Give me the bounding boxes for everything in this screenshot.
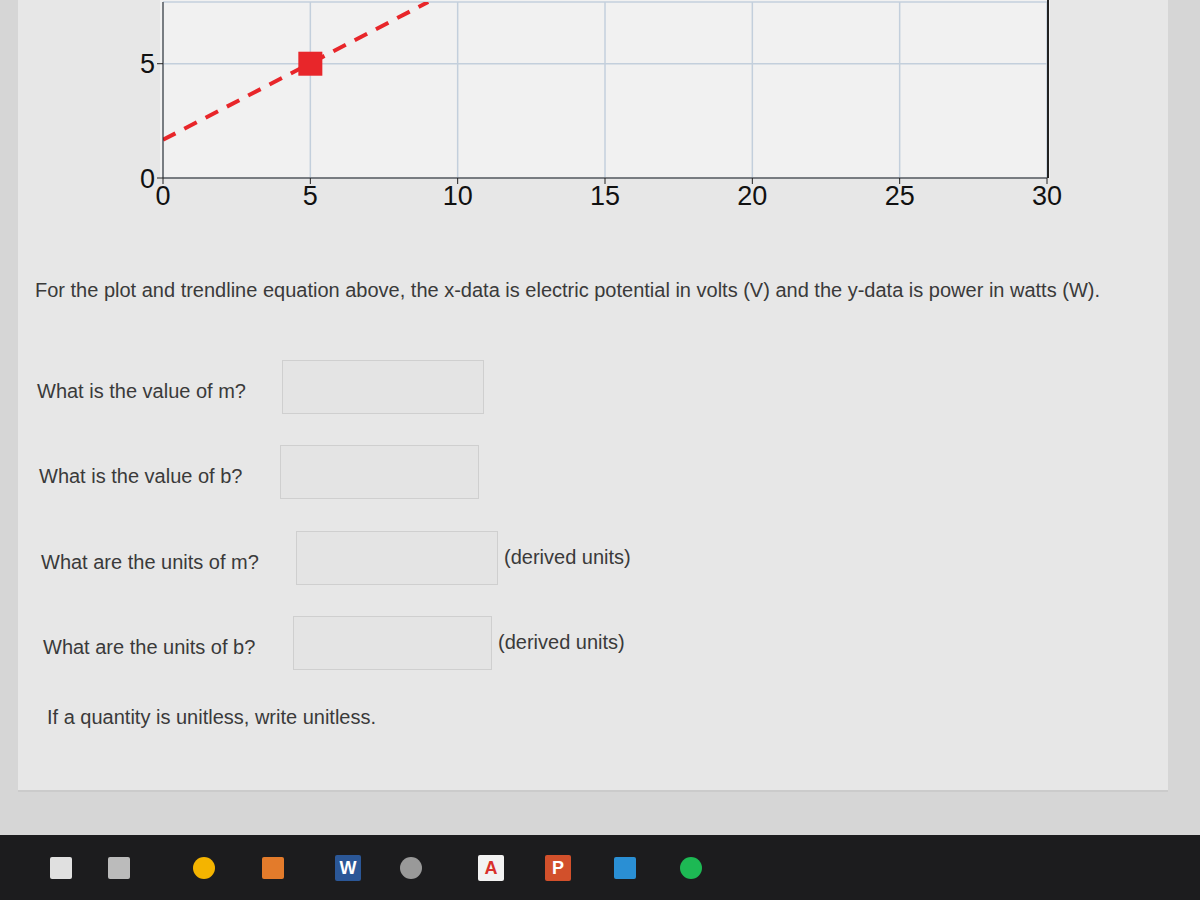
html-text:P: P — [552, 858, 564, 878]
html-text:What is the value of b?: What is the value of b? — [39, 465, 243, 487]
svg-text:0: 0 — [140, 164, 155, 194]
svg-text:5: 5 — [303, 181, 318, 211]
html-text:If a quantity is unitless, wri: If a quantity is unitless, write unitles… — [47, 706, 376, 728]
html-text:What is the value of m?: What is the value of m? — [37, 380, 246, 402]
html-text:W: W — [339, 858, 357, 878]
html-text:For the plot and trendline equ: For the plot and trendline equation abov… — [35, 279, 1100, 301]
svg-text:0: 0 — [155, 181, 170, 211]
svg-text:30: 30 — [1032, 181, 1062, 211]
html-text:(derived units): (derived units) — [498, 631, 625, 653]
svg-text:25: 25 — [885, 181, 915, 211]
svg-text:15: 15 — [590, 181, 620, 211]
svg-text:20: 20 — [737, 181, 767, 211]
svg-text:5: 5 — [140, 49, 155, 79]
svg-text:10: 10 — [443, 181, 473, 211]
html-text:A: A — [484, 858, 498, 878]
html-text:(derived units): (derived units) — [504, 546, 631, 568]
html-text:What are the units of b?: What are the units of b? — [43, 636, 256, 658]
html-text:What are the units of m?: What are the units of m? — [41, 551, 259, 573]
